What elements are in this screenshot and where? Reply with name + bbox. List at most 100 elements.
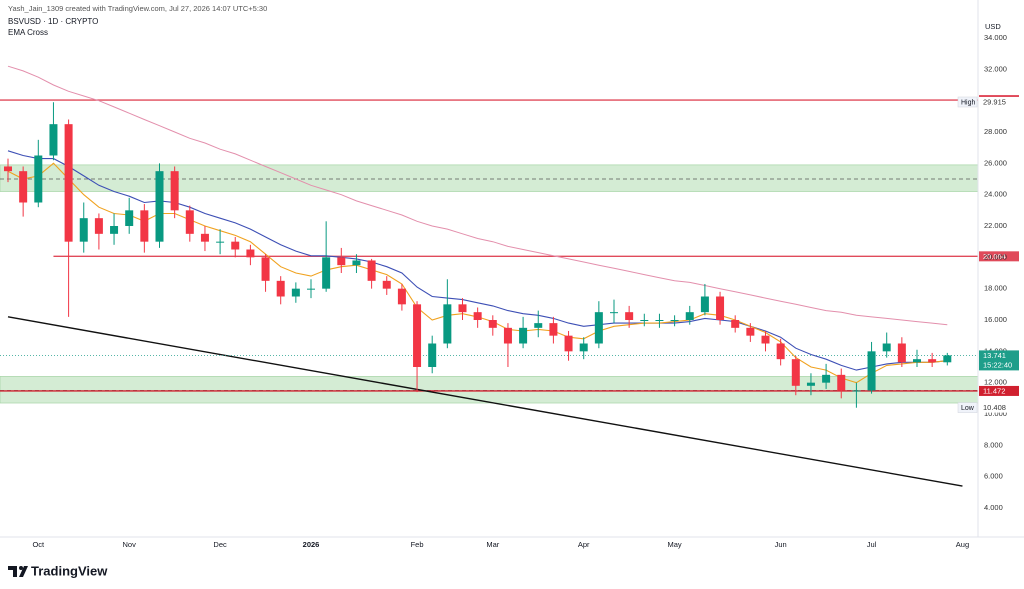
y-tick-label: 32.000 [984,64,1007,73]
candle-body [594,312,603,344]
candle-body [837,374,846,391]
candle-body [307,288,315,290]
candle-body [519,327,528,344]
x-tick-label: Aug [956,540,969,549]
candle-body [246,249,255,258]
candle-body [322,257,331,289]
candle-body [200,233,209,242]
candle-body [852,390,861,392]
candle-body [928,359,937,363]
candle-body [216,241,225,243]
candle-body [125,210,134,226]
x-tick-label: Apr [578,540,590,549]
candle-body [79,218,88,242]
indicator: EMA Cross [8,28,48,37]
marker-box [979,96,1019,107]
ema-line [7,150,948,371]
candle-body [913,359,921,363]
candle-body [640,320,649,321]
marker-value: 29.915 [983,97,1006,106]
y-tick-label: 34.000 [984,33,1007,42]
candle-body [170,171,179,211]
x-tick-label: Jul [867,540,877,549]
last-price: 13.741 [983,351,1006,360]
ema-line [7,65,948,326]
candle-body [261,257,270,281]
x-tick-label: Feb [411,540,424,549]
candle-body [564,335,573,352]
candle-body [700,296,709,313]
candle-body [746,327,755,336]
candle-body [488,320,497,328]
candle-body [94,218,103,234]
candle-body [897,343,906,363]
marker-value: 10.408 [983,403,1006,412]
candle-body [64,124,73,242]
plot-area [0,65,979,487]
candle-body [791,359,800,386]
candle-body [822,374,831,383]
countdown: 15:22:40 [983,360,1012,369]
y-tick-label: 4.000 [984,503,1003,512]
candle-body [110,226,119,234]
y-tick-label: 10.000 [984,409,1007,418]
candle-body [806,382,815,386]
candle-body [185,210,194,234]
trendline [7,316,963,487]
currency: USD [985,22,1001,31]
marker-label: Low [961,405,975,412]
candle-body [276,280,285,297]
candle-body [19,171,28,203]
y-tick-label: 28.000 [984,127,1007,136]
candle-body [443,304,452,344]
candle-body [352,260,361,266]
candle-body [458,304,467,313]
marker-label: High [961,99,976,106]
candle-body [655,320,664,321]
candle-body [291,288,300,297]
candle-body [503,327,512,344]
symbol: BSVUSD · 1D · CRYPTO [8,17,98,26]
x-tick-label: Oct [32,540,45,549]
zone [0,164,979,192]
brand: TradingView [31,563,108,578]
price-label: 20.064 [983,252,1006,261]
y-tick-label: 6.000 [984,472,1003,481]
candle-body [155,171,164,242]
candle-body [473,312,482,320]
y-tick-label: 20.000 [984,252,1007,261]
candle-body [685,312,694,320]
credit: Yash_Jain_1309 created with TradingView.… [8,4,267,13]
candle-body [4,166,12,172]
y-tick-label: 18.000 [984,284,1007,293]
candle-body [776,343,785,360]
marker-tag [957,402,978,413]
candle-body [943,355,952,363]
marker-box [979,402,1019,413]
y-tick-label: 8.000 [984,440,1003,449]
price-label: 11.472 [983,386,1005,395]
x-tick-label: 2026 [303,540,320,549]
candle-body [882,343,891,352]
candle-body [716,296,725,320]
candle-body [579,343,588,352]
candle-body [610,312,618,314]
candle-body [761,335,770,344]
candle-body [549,323,558,336]
brand-logo [8,566,28,577]
x-tick-label: Nov [123,540,137,549]
candle-body [670,320,679,321]
candle-body [140,210,149,242]
candle-body [397,288,406,305]
last-price-box [979,350,1019,371]
x-tick-label: May [668,540,682,549]
candle-body [367,260,376,281]
candle-body [382,280,391,289]
candle-body [413,304,422,367]
candle-body [428,343,437,367]
candle-body [867,351,876,391]
price-box [979,385,1019,396]
y-tick-label: 16.000 [984,315,1007,324]
